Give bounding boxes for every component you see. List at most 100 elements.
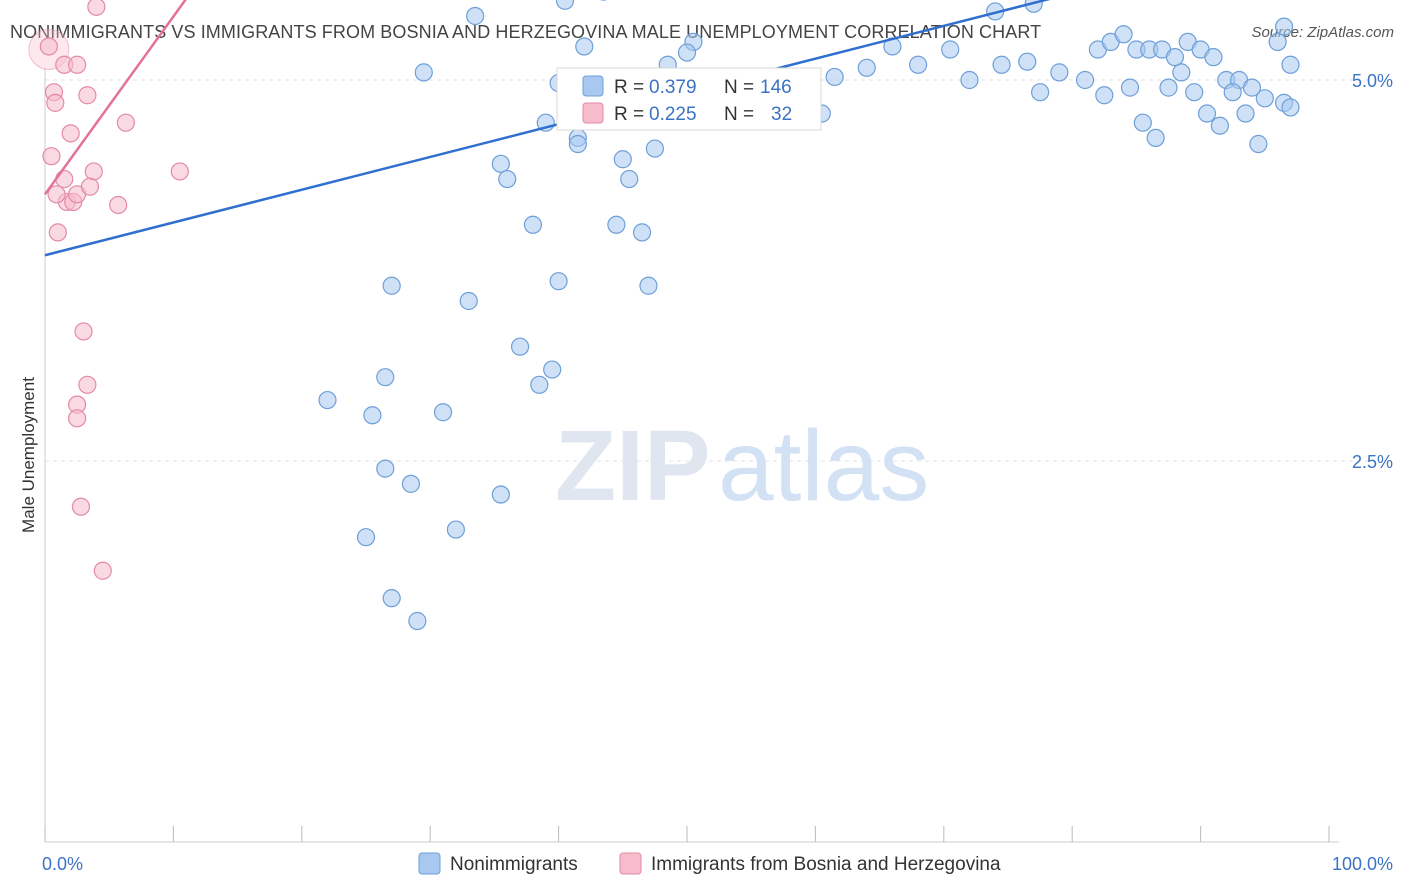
data-point-immigrants <box>78 375 97 394</box>
data-point-nonimmigrants <box>1197 104 1217 123</box>
data-point-nonimmigrants <box>613 150 632 169</box>
data-point-immigrants <box>71 497 91 516</box>
data-point-nonimmigrants <box>1159 78 1178 97</box>
legend-swatch-blue <box>582 75 604 97</box>
legend-r-value-2: 0.225 <box>649 104 697 125</box>
data-point-nonimmigrants <box>825 67 844 87</box>
data-point-nonimmigrants <box>549 272 568 291</box>
legend-r-label-2: R = <box>614 104 644 125</box>
data-point-nonimmigrants <box>1223 83 1242 102</box>
legend-n-value-1: 146 <box>760 77 792 98</box>
data-point-immigrants <box>80 177 100 196</box>
data-point-nonimmigrants <box>466 6 485 26</box>
chart-title: NONIMMIGRANTS VS IMMIGRANTS FROM BOSNIA … <box>10 22 1042 42</box>
data-point-nonimmigrants <box>1236 104 1255 123</box>
data-point-nonimmigrants <box>1075 70 1095 90</box>
data-point-nonimmigrants <box>1281 55 1300 74</box>
data-point-nonimmigrants <box>620 169 639 189</box>
data-point-nonimmigrants <box>543 360 562 379</box>
data-point-immigrants <box>87 0 106 16</box>
data-point-nonimmigrants <box>555 0 575 10</box>
legend-bottom: Nonimmigrants Immigrants from Bosnia and… <box>418 852 1001 875</box>
data-point-nonimmigrants <box>376 459 395 478</box>
legend-bottom-label-nonimmigrants: Nonimmigrants <box>450 854 578 875</box>
data-point-nonimmigrants <box>1204 48 1223 67</box>
series-nonimmigrants <box>318 0 1300 631</box>
data-point-nonimmigrants <box>1268 32 1287 52</box>
data-point-nonimmigrants <box>1114 25 1133 44</box>
data-point-nonimmigrants <box>446 520 465 539</box>
y-axis-label: Male Unemployment <box>19 377 38 533</box>
data-point-immigrants <box>47 185 66 204</box>
data-point-nonimmigrants <box>401 474 421 493</box>
data-point-nonimmigrants <box>1249 134 1268 154</box>
data-point-nonimmigrants <box>857 58 876 77</box>
data-point-nonimmigrants <box>491 485 510 504</box>
data-point-immigrants <box>67 409 87 428</box>
data-point-nonimmigrants <box>363 406 382 425</box>
data-point-immigrants <box>170 162 189 181</box>
data-point-nonimmigrants <box>382 589 401 608</box>
x-tick-label: 0.0% <box>42 854 83 874</box>
x-tick-label: 100.0% <box>1332 854 1393 874</box>
data-point-immigrants <box>116 113 135 132</box>
data-point-nonimmigrants <box>414 63 433 82</box>
data-point-nonimmigrants <box>1030 83 1050 102</box>
data-point-nonimmigrants <box>632 223 652 242</box>
data-point-nonimmigrants <box>382 276 401 295</box>
data-point-nonimmigrants <box>992 55 1011 74</box>
data-point-nonimmigrants <box>498 169 517 189</box>
data-point-nonimmigrants <box>1133 113 1152 132</box>
data-point-immigrants <box>39 37 58 56</box>
legend-top: R = 0.379 N = 146 R = 0.225 N = 32 <box>556 67 822 131</box>
data-point-nonimmigrants <box>1120 78 1140 97</box>
data-point-nonimmigrants <box>645 139 665 158</box>
x-tick-labels: 0.0% 100.0% <box>42 854 1393 874</box>
data-point-immigrants <box>93 561 112 580</box>
legend-n-label-1: N = <box>724 77 754 98</box>
watermark-zip: ZIP <box>555 410 711 522</box>
data-point-nonimmigrants <box>318 390 337 410</box>
legend-bottom-swatch-pink <box>619 852 642 875</box>
data-point-immigrants <box>46 93 65 112</box>
data-point-nonimmigrants <box>1242 78 1262 97</box>
data-point-nonimmigrants <box>491 154 510 173</box>
data-point-immigrants <box>55 169 74 189</box>
data-point-nonimmigrants <box>639 276 658 295</box>
series-immigrants-bosnia <box>28 0 189 580</box>
data-point-nonimmigrants <box>523 215 543 234</box>
legend-r-label-1: R = <box>614 77 644 98</box>
y-tick-labels: 2.5%5.0%7.5%10.0% <box>1352 71 1393 472</box>
data-point-immigrants <box>109 195 128 215</box>
watermark-atlas: atlas <box>718 410 929 522</box>
data-point-nonimmigrants <box>1172 63 1191 82</box>
data-point-nonimmigrants <box>1210 116 1229 135</box>
data-point-nonimmigrants <box>607 215 626 234</box>
data-point-nonimmigrants <box>1255 89 1274 108</box>
data-point-nonimmigrants <box>568 134 587 154</box>
watermark: ZIP atlas <box>555 410 929 522</box>
data-point-nonimmigrants <box>530 375 549 394</box>
data-point-nonimmigrants <box>1095 86 1114 105</box>
data-point-nonimmigrants <box>1018 52 1037 71</box>
data-point-immigrants <box>74 322 93 341</box>
axes <box>44 68 1339 843</box>
legend-bottom-label-immigrants: Immigrants from Bosnia and Herzegovina <box>651 854 1001 875</box>
legend-r-value-1: 0.379 <box>649 77 697 98</box>
data-point-nonimmigrants <box>510 337 530 356</box>
y-tick-label: 5.0% <box>1352 71 1393 91</box>
data-point-nonimmigrants <box>1185 83 1204 102</box>
data-point-nonimmigrants <box>376 368 395 387</box>
data-point-nonimmigrants <box>677 43 697 62</box>
legend-n-value-2: 32 <box>771 104 792 125</box>
data-point-nonimmigrants <box>1281 98 1300 117</box>
legend-n-label-2: N = <box>724 104 754 125</box>
data-point-nonimmigrants <box>1050 63 1069 82</box>
data-point-nonimmigrants <box>575 37 594 56</box>
data-point-nonimmigrants <box>960 70 979 90</box>
data-point-immigrants <box>42 147 61 166</box>
data-point-immigrants <box>61 124 80 143</box>
legend-swatch-pink <box>582 102 604 124</box>
trend-line-immigrants <box>43 0 187 196</box>
